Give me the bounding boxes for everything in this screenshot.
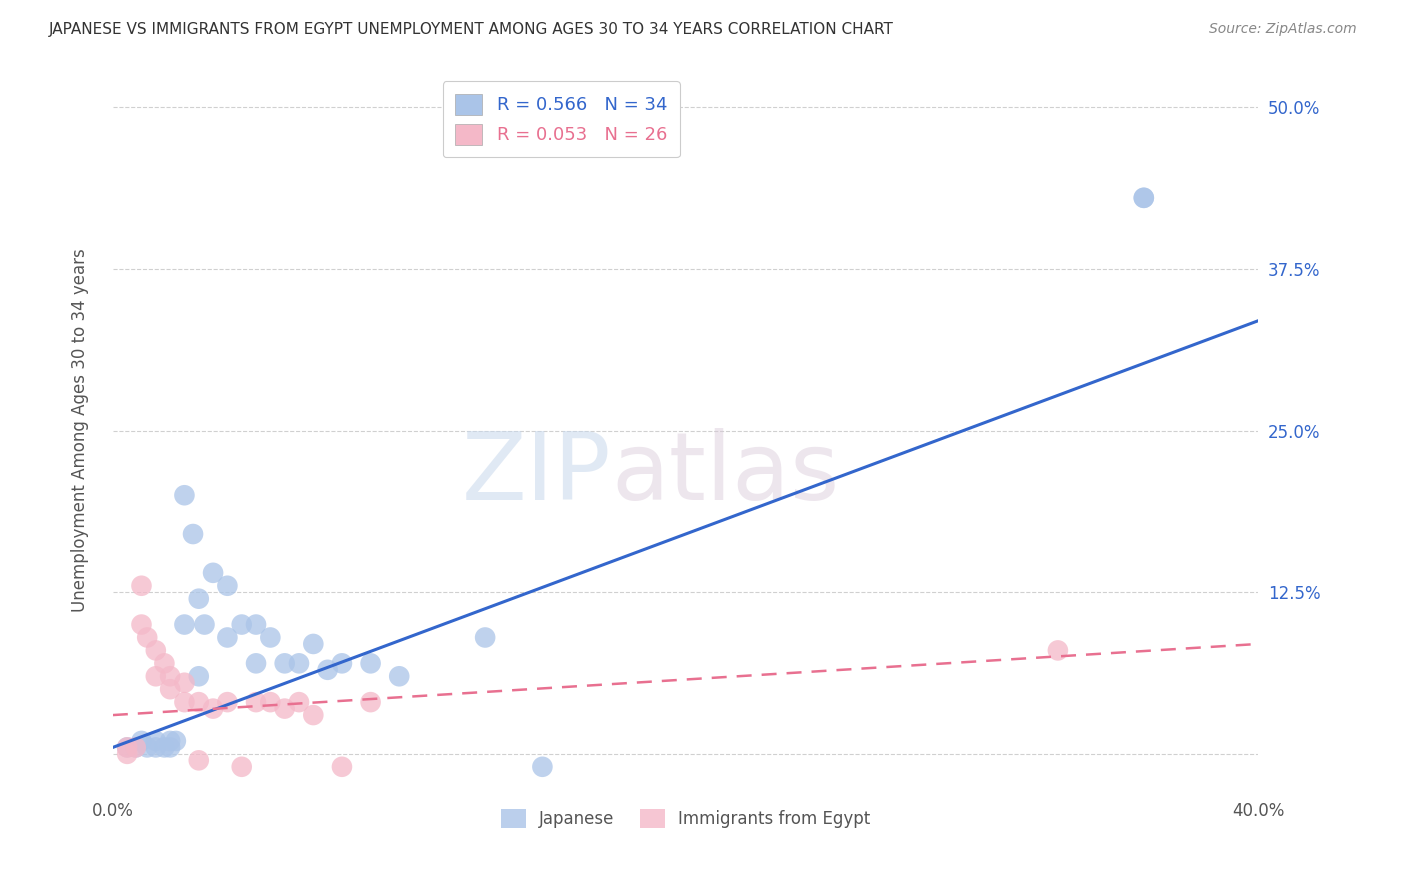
- Point: [330, 657, 353, 671]
- Text: atlas: atlas: [612, 428, 839, 520]
- Point: [259, 631, 281, 645]
- Point: [145, 740, 167, 755]
- Point: [115, 740, 138, 755]
- Point: [302, 637, 325, 651]
- Point: [360, 695, 382, 709]
- Point: [145, 669, 167, 683]
- Point: [231, 617, 253, 632]
- Point: [1046, 643, 1069, 657]
- Point: [302, 708, 325, 723]
- Point: [159, 682, 181, 697]
- Point: [165, 734, 187, 748]
- Point: [202, 566, 225, 580]
- Point: [181, 527, 204, 541]
- Point: [217, 631, 239, 645]
- Point: [173, 675, 195, 690]
- Point: [531, 760, 554, 774]
- Point: [193, 617, 215, 632]
- Point: [316, 663, 339, 677]
- Text: JAPANESE VS IMMIGRANTS FROM EGYPT UNEMPLOYMENT AMONG AGES 30 TO 34 YEARS CORRELA: JAPANESE VS IMMIGRANTS FROM EGYPT UNEMPL…: [49, 22, 894, 37]
- Point: [131, 734, 153, 748]
- Point: [1133, 191, 1156, 205]
- Point: [360, 657, 382, 671]
- Point: [217, 695, 239, 709]
- Point: [153, 740, 176, 755]
- Point: [217, 579, 239, 593]
- Point: [136, 631, 159, 645]
- Point: [259, 695, 281, 709]
- Text: Source: ZipAtlas.com: Source: ZipAtlas.com: [1209, 22, 1357, 37]
- Point: [273, 701, 295, 715]
- Point: [388, 669, 411, 683]
- Point: [125, 740, 148, 755]
- Point: [173, 488, 195, 502]
- Point: [288, 657, 311, 671]
- Point: [173, 617, 195, 632]
- Point: [202, 701, 225, 715]
- Point: [1133, 191, 1156, 205]
- Point: [159, 734, 181, 748]
- Point: [159, 669, 181, 683]
- Point: [145, 643, 167, 657]
- Point: [245, 657, 267, 671]
- Point: [187, 753, 209, 767]
- Legend: Japanese, Immigrants from Egypt: Japanese, Immigrants from Egypt: [495, 803, 877, 835]
- Point: [153, 657, 176, 671]
- Text: ZIP: ZIP: [461, 428, 612, 520]
- Point: [159, 740, 181, 755]
- Point: [136, 740, 159, 755]
- Point: [115, 747, 138, 761]
- Point: [115, 740, 138, 755]
- Point: [187, 591, 209, 606]
- Point: [231, 760, 253, 774]
- Y-axis label: Unemployment Among Ages 30 to 34 years: Unemployment Among Ages 30 to 34 years: [72, 249, 89, 613]
- Point: [245, 695, 267, 709]
- Point: [131, 617, 153, 632]
- Point: [474, 631, 496, 645]
- Point: [173, 695, 195, 709]
- Point: [145, 734, 167, 748]
- Point: [187, 669, 209, 683]
- Point: [187, 695, 209, 709]
- Point: [273, 657, 295, 671]
- Point: [330, 760, 353, 774]
- Point: [131, 579, 153, 593]
- Point: [245, 617, 267, 632]
- Point: [288, 695, 311, 709]
- Point: [125, 740, 148, 755]
